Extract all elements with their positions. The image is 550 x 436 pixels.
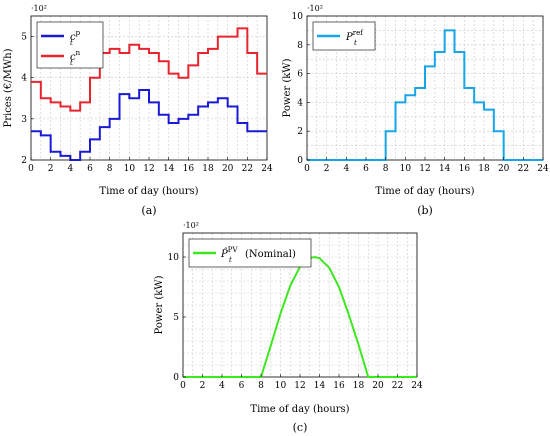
x-tick-label: 10 — [124, 164, 136, 174]
x-tick-label: 10 — [400, 164, 412, 174]
x-tick-label: 16 — [333, 381, 345, 391]
x-tick-label: 18 — [353, 381, 365, 391]
x-tick-label: 20 — [372, 381, 384, 391]
panel-c-y-multiplier: ·10² — [183, 221, 199, 230]
legend-label-cp: cp t — [70, 29, 81, 47]
x-tick-label: 2 — [324, 164, 330, 174]
x-tick-label: 22 — [392, 381, 403, 391]
x-tick-label: 16 — [183, 164, 195, 174]
panel-a-caption: (a) — [141, 204, 156, 217]
x-tick-label: 0 — [28, 164, 34, 174]
y-tick-label: 5 — [21, 33, 27, 43]
panel-b-y-axis-label: Power (kW) — [282, 58, 293, 117]
x-tick-label: 0 — [304, 164, 310, 174]
x-tick-label: 4 — [343, 164, 349, 174]
x-tick-label: 4 — [219, 381, 225, 391]
y-tick-label: 6 — [297, 70, 303, 80]
x-tick-label: 20 — [498, 164, 510, 174]
x-tick-label: 14 — [439, 164, 451, 174]
panel-c-y-axis-label: Power (kW) — [154, 275, 165, 334]
x-tick-label: 8 — [258, 381, 264, 391]
x-tick-label: 6 — [87, 164, 93, 174]
y-tick-label: 4 — [297, 98, 303, 108]
panel-b-legend: Pref t — [312, 21, 376, 51]
legend-label-ppv: P̂PV t (Nominal) — [220, 246, 296, 264]
y-tick-label: 2 — [21, 156, 27, 166]
panel-b-x-axis-label: Time of day (hours) — [375, 186, 474, 197]
x-tick-label: 6 — [363, 164, 369, 174]
x-tick-label: 20 — [222, 164, 234, 174]
panel-c-x-axis-label: Time of day (hours) — [250, 404, 349, 415]
y-tick-label: 4 — [21, 74, 27, 84]
y-tick-label: 0 — [173, 373, 179, 383]
panel-a-y-multiplier: ·10² — [31, 4, 47, 13]
x-tick-label: 18 — [478, 164, 490, 174]
y-tick-label: 3 — [21, 115, 27, 125]
panel-a-legend: cp t cn t — [36, 21, 104, 69]
x-tick-label: 22 — [518, 164, 529, 174]
legend-label-cn: cn t — [70, 49, 81, 67]
panel-c-legend: P̂PV t (Nominal) — [188, 238, 312, 268]
x-tick-label: 24 — [261, 164, 273, 174]
series-line-a-1 — [31, 27, 267, 112]
y-tick-label: 5 — [173, 313, 179, 323]
x-tick-label: 2 — [48, 164, 54, 174]
y-tick-label: 10 — [292, 12, 304, 22]
panel-b-caption: (b) — [417, 204, 433, 217]
series-line-b-0 — [307, 29, 543, 161]
x-tick-label: 12 — [143, 164, 154, 174]
x-tick-label: 16 — [459, 164, 471, 174]
x-tick-label: 8 — [107, 164, 113, 174]
panel-a-x-axis-label: Time of day (hours) — [99, 186, 198, 197]
x-tick-label: 8 — [383, 164, 389, 174]
panel-b-y-multiplier: ·10² — [307, 4, 323, 13]
series-line-c-0 — [183, 255, 417, 378]
x-tick-label: 12 — [419, 164, 430, 174]
x-tick-label: 12 — [294, 381, 305, 391]
y-tick-label: 0 — [297, 156, 303, 166]
x-tick-label: 18 — [202, 164, 214, 174]
panel-a-y-axis-label: Prices (€/MWh) — [3, 48, 14, 127]
x-tick-label: 24 — [537, 164, 549, 174]
x-tick-label: 2 — [200, 381, 206, 391]
x-tick-label: 6 — [239, 381, 245, 391]
x-tick-label: 14 — [163, 164, 175, 174]
x-tick-label: 4 — [67, 164, 73, 174]
x-tick-label: 0 — [180, 381, 186, 391]
x-tick-label: 14 — [314, 381, 326, 391]
x-tick-label: 22 — [242, 164, 253, 174]
x-tick-label: 10 — [275, 381, 287, 391]
panel-c-caption: (c) — [293, 421, 308, 434]
x-tick-label: 24 — [411, 381, 423, 391]
y-tick-label: 8 — [297, 41, 303, 51]
y-tick-label: 10 — [168, 253, 180, 263]
y-tick-label: 2 — [297, 127, 303, 137]
